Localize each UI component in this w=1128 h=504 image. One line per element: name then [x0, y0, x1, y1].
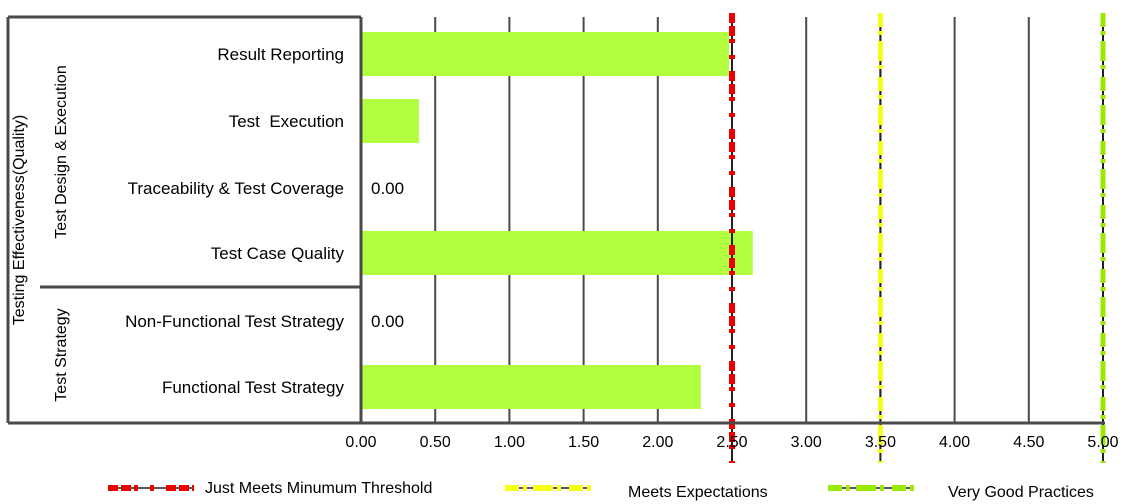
x-tick-label: 5.00 — [1087, 434, 1118, 451]
data-label: 0.00 — [371, 312, 404, 331]
category-label: Non-Functional Test Strategy — [125, 312, 344, 331]
bar — [361, 231, 753, 275]
legend-label: Meets Expectations — [628, 484, 768, 501]
bars: 0.00 0.00 — [361, 32, 753, 409]
x-tick-label: 3.00 — [791, 434, 822, 451]
x-tick-label: 0.00 — [345, 434, 376, 451]
bar — [361, 365, 701, 409]
legend: Just Meets Minumum Threshold Meets Expect… — [108, 480, 1094, 501]
x-tick-label: 4.00 — [939, 434, 970, 451]
legend-label: Very Good Practices — [948, 484, 1094, 501]
x-tick-label: 0.50 — [420, 434, 451, 451]
legend-item: Very Good Practices — [828, 484, 1094, 501]
legend-item: Meets Expectations — [505, 484, 768, 501]
category-label: Traceability & Test Coverage — [128, 179, 344, 198]
data-label: 0.00 — [371, 179, 404, 198]
category-label: Result Reporting — [217, 45, 344, 64]
threshold-lines — [729, 13, 1106, 463]
bar — [361, 32, 730, 76]
category-label: Test Execution — [229, 112, 344, 131]
legend-label: Just Meets Minumum Threshold — [205, 480, 432, 497]
axis-frame — [6, 15, 1105, 425]
x-tick-label: 1.00 — [494, 434, 525, 451]
x-tick-label: 3.50 — [865, 434, 896, 451]
x-tick-labels: 0.00 0.50 1.00 1.50 2.00 2.50 3.00 3.50 4.00 4.50… — [345, 434, 1118, 451]
legend-item: Just Meets Minumum Threshold — [108, 480, 432, 497]
x-tick-label: 1.50 — [568, 434, 599, 451]
outer-group-label: Testing Effectiveness(Quality) — [11, 115, 28, 325]
category-label: Test Case Quality — [211, 244, 345, 263]
group-labels: Testing Effectiveness(Quality) Test Desig… — [11, 65, 70, 401]
x-tick-label: 2.00 — [642, 434, 673, 451]
x-tick-label: 4.50 — [1013, 434, 1044, 451]
x-tick-label: 2.50 — [716, 434, 747, 451]
category-label: Functional Test Strategy — [162, 378, 345, 397]
grid-lines — [434, 17, 1104, 423]
bar — [361, 99, 419, 143]
group-label: Test Strategy — [53, 308, 70, 401]
group-label: Test Design & Execution — [53, 65, 70, 238]
category-labels: Result Reporting Test Execution Traceabili… — [125, 45, 344, 397]
